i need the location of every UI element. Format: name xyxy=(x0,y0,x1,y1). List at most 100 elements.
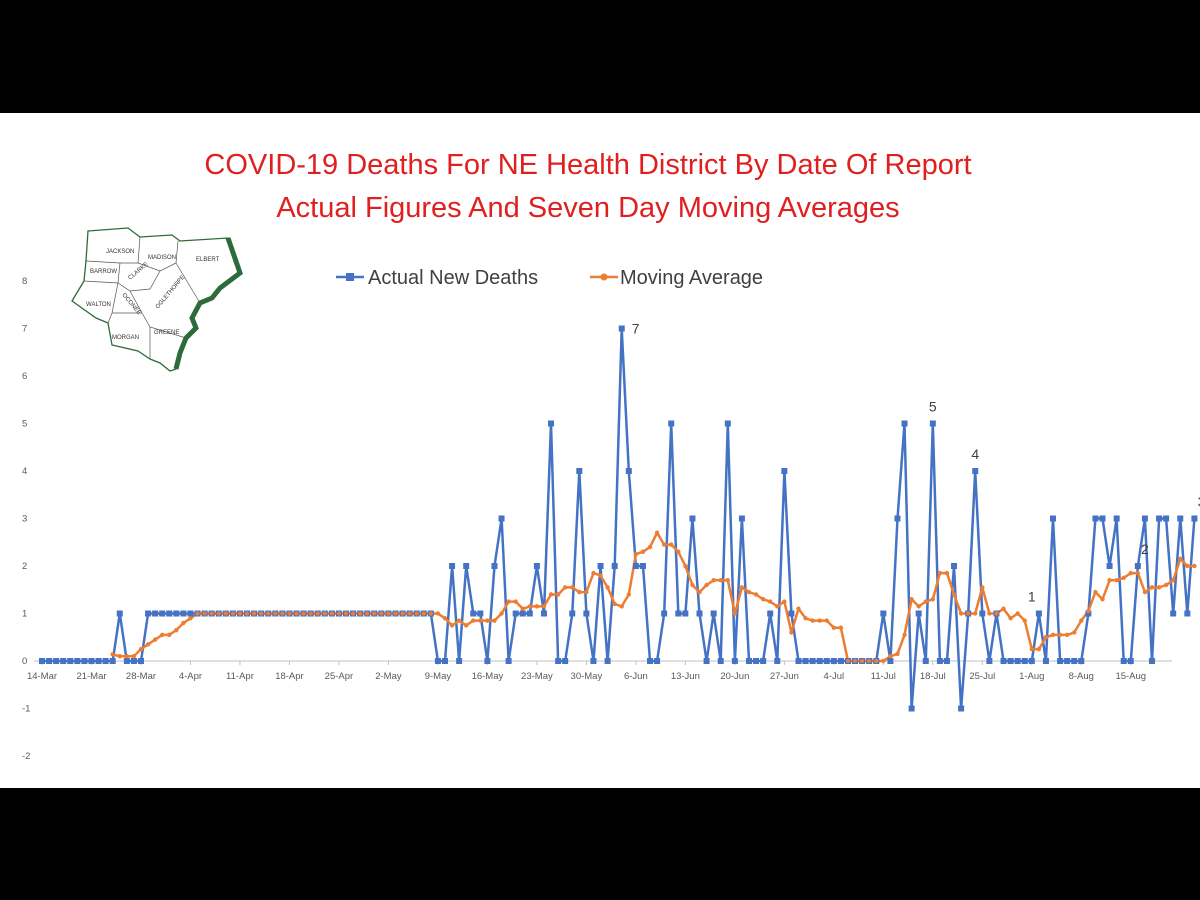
actual-new-deaths-point xyxy=(738,515,745,522)
series-lines xyxy=(42,327,1196,710)
moving-average-point xyxy=(499,611,504,616)
moving-average-point xyxy=(393,611,398,616)
x-tick-label: 4-Apr xyxy=(179,671,202,682)
moving-average-point xyxy=(266,611,271,616)
actual-new-deaths-point xyxy=(1057,658,1064,664)
moving-average-point xyxy=(965,611,971,616)
legend-marker-moving-average xyxy=(600,273,608,281)
moving-average-point xyxy=(584,589,589,595)
moving-average-point xyxy=(746,589,752,595)
legend-label-actual: Actual New Deaths xyxy=(368,267,538,289)
actual-new-deaths-point xyxy=(908,705,915,712)
y-tick-label: 2 xyxy=(22,561,27,572)
y-tick-label: 0 xyxy=(22,656,27,667)
moving-average-point xyxy=(1178,556,1183,562)
y-tick-label: 6 xyxy=(22,371,27,382)
actual-new-deaths-point xyxy=(562,658,569,664)
moving-average-point xyxy=(1029,646,1035,652)
actual-new-deaths-point xyxy=(809,658,816,664)
actual-new-deaths-point xyxy=(1085,610,1092,617)
actual-new-deaths-point xyxy=(781,468,788,474)
moving-average-point xyxy=(888,654,893,659)
moving-average-point xyxy=(124,654,130,659)
x-axis: 14-Mar 21-Mar 28-Mar 4-Apr 11-Apr 18-Apr 25-Ap… xyxy=(27,660,1172,682)
moving-average-point xyxy=(1100,597,1105,602)
moving-average-point xyxy=(287,611,292,616)
x-tick-label: 15-Aug xyxy=(1115,671,1146,682)
chart-subtitle: Actual Figures And Seven Day Moving Aver… xyxy=(276,192,899,224)
actual-new-deaths-point xyxy=(187,610,194,617)
moving-average-point xyxy=(188,616,193,621)
moving-average-point xyxy=(824,618,829,623)
chart-panel: COVID-19 Deaths For NE Health District B… xyxy=(0,113,1200,788)
actual-new-deaths-point xyxy=(696,610,703,617)
moving-average-point xyxy=(329,611,335,616)
moving-average-point xyxy=(251,611,257,616)
moving-average-point xyxy=(683,563,688,569)
actual-new-deaths-point xyxy=(1156,515,1163,522)
moving-average-point xyxy=(1121,575,1126,581)
moving-average-point xyxy=(442,616,448,621)
moving-average-point xyxy=(379,611,384,616)
moving-average-point xyxy=(973,611,978,616)
actual-new-deaths-point xyxy=(887,658,894,664)
actual-new-deaths-point xyxy=(604,658,611,664)
actual-new-deaths-point xyxy=(597,563,604,569)
actual-new-deaths-point xyxy=(1064,658,1071,664)
moving-average-point xyxy=(1142,589,1148,595)
moving-average-point xyxy=(506,599,511,604)
moving-average-point xyxy=(909,597,914,602)
moving-average-point xyxy=(775,604,780,609)
moving-average-point xyxy=(336,611,342,616)
moving-average-point xyxy=(591,570,596,576)
x-tick-label: 4-Jul xyxy=(824,671,845,682)
actual-new-deaths-point xyxy=(145,610,152,617)
x-tick-label: 27-Jun xyxy=(770,671,799,682)
moving-average-point xyxy=(131,654,137,659)
actual-new-deaths-point xyxy=(576,468,583,474)
moving-average-point xyxy=(485,618,490,623)
actual-new-deaths-point xyxy=(46,658,53,664)
actual-new-deaths-point xyxy=(922,658,929,664)
actual-new-deaths-point xyxy=(123,658,130,664)
moving-average-point xyxy=(916,604,921,609)
moving-average-point xyxy=(365,611,370,616)
actual-new-deaths-point xyxy=(837,658,844,664)
actual-new-deaths-point xyxy=(901,420,908,427)
moving-average-point xyxy=(866,658,872,664)
actual-new-deaths-point xyxy=(767,610,774,617)
moving-average-point xyxy=(1086,608,1091,614)
actual-new-deaths-point xyxy=(1106,563,1113,569)
actual-new-deaths-point xyxy=(67,658,74,664)
data-label: 5 xyxy=(929,399,937,415)
actual-new-deaths-point xyxy=(540,610,547,617)
actual-new-deaths-point xyxy=(533,563,540,569)
moving-average-point xyxy=(1192,563,1197,569)
actual-new-deaths-point xyxy=(717,658,724,664)
actual-new-deaths-point xyxy=(498,515,505,522)
moving-average-point xyxy=(1185,563,1190,569)
moving-average-point xyxy=(690,582,695,588)
moving-average-point xyxy=(273,611,278,616)
moving-average-point xyxy=(294,611,299,616)
actual-new-deaths-point xyxy=(1113,515,1120,522)
x-tick-label: 21-Mar xyxy=(76,671,106,682)
moving-average-point xyxy=(725,578,730,583)
x-tick-label: 18-Apr xyxy=(275,671,304,682)
actual-new-deaths-point xyxy=(1092,515,1099,522)
actual-new-deaths-point xyxy=(632,563,639,569)
actual-new-deaths-point xyxy=(816,658,823,664)
actual-new-deaths-point xyxy=(929,420,936,427)
moving-average-point xyxy=(492,618,497,623)
x-tick-label: 25-Apr xyxy=(325,671,354,682)
actual-new-deaths-point xyxy=(972,468,979,474)
actual-new-deaths-point xyxy=(109,658,116,664)
moving-average-point xyxy=(626,592,632,597)
moving-average-point xyxy=(1050,632,1056,638)
moving-average-point xyxy=(435,611,441,616)
data-label: 7 xyxy=(632,321,640,337)
data-labels: 7 5 4 1 2 3 xyxy=(632,321,1200,605)
actual-new-deaths-point xyxy=(1191,515,1198,522)
actual-new-deaths-point xyxy=(618,325,625,332)
